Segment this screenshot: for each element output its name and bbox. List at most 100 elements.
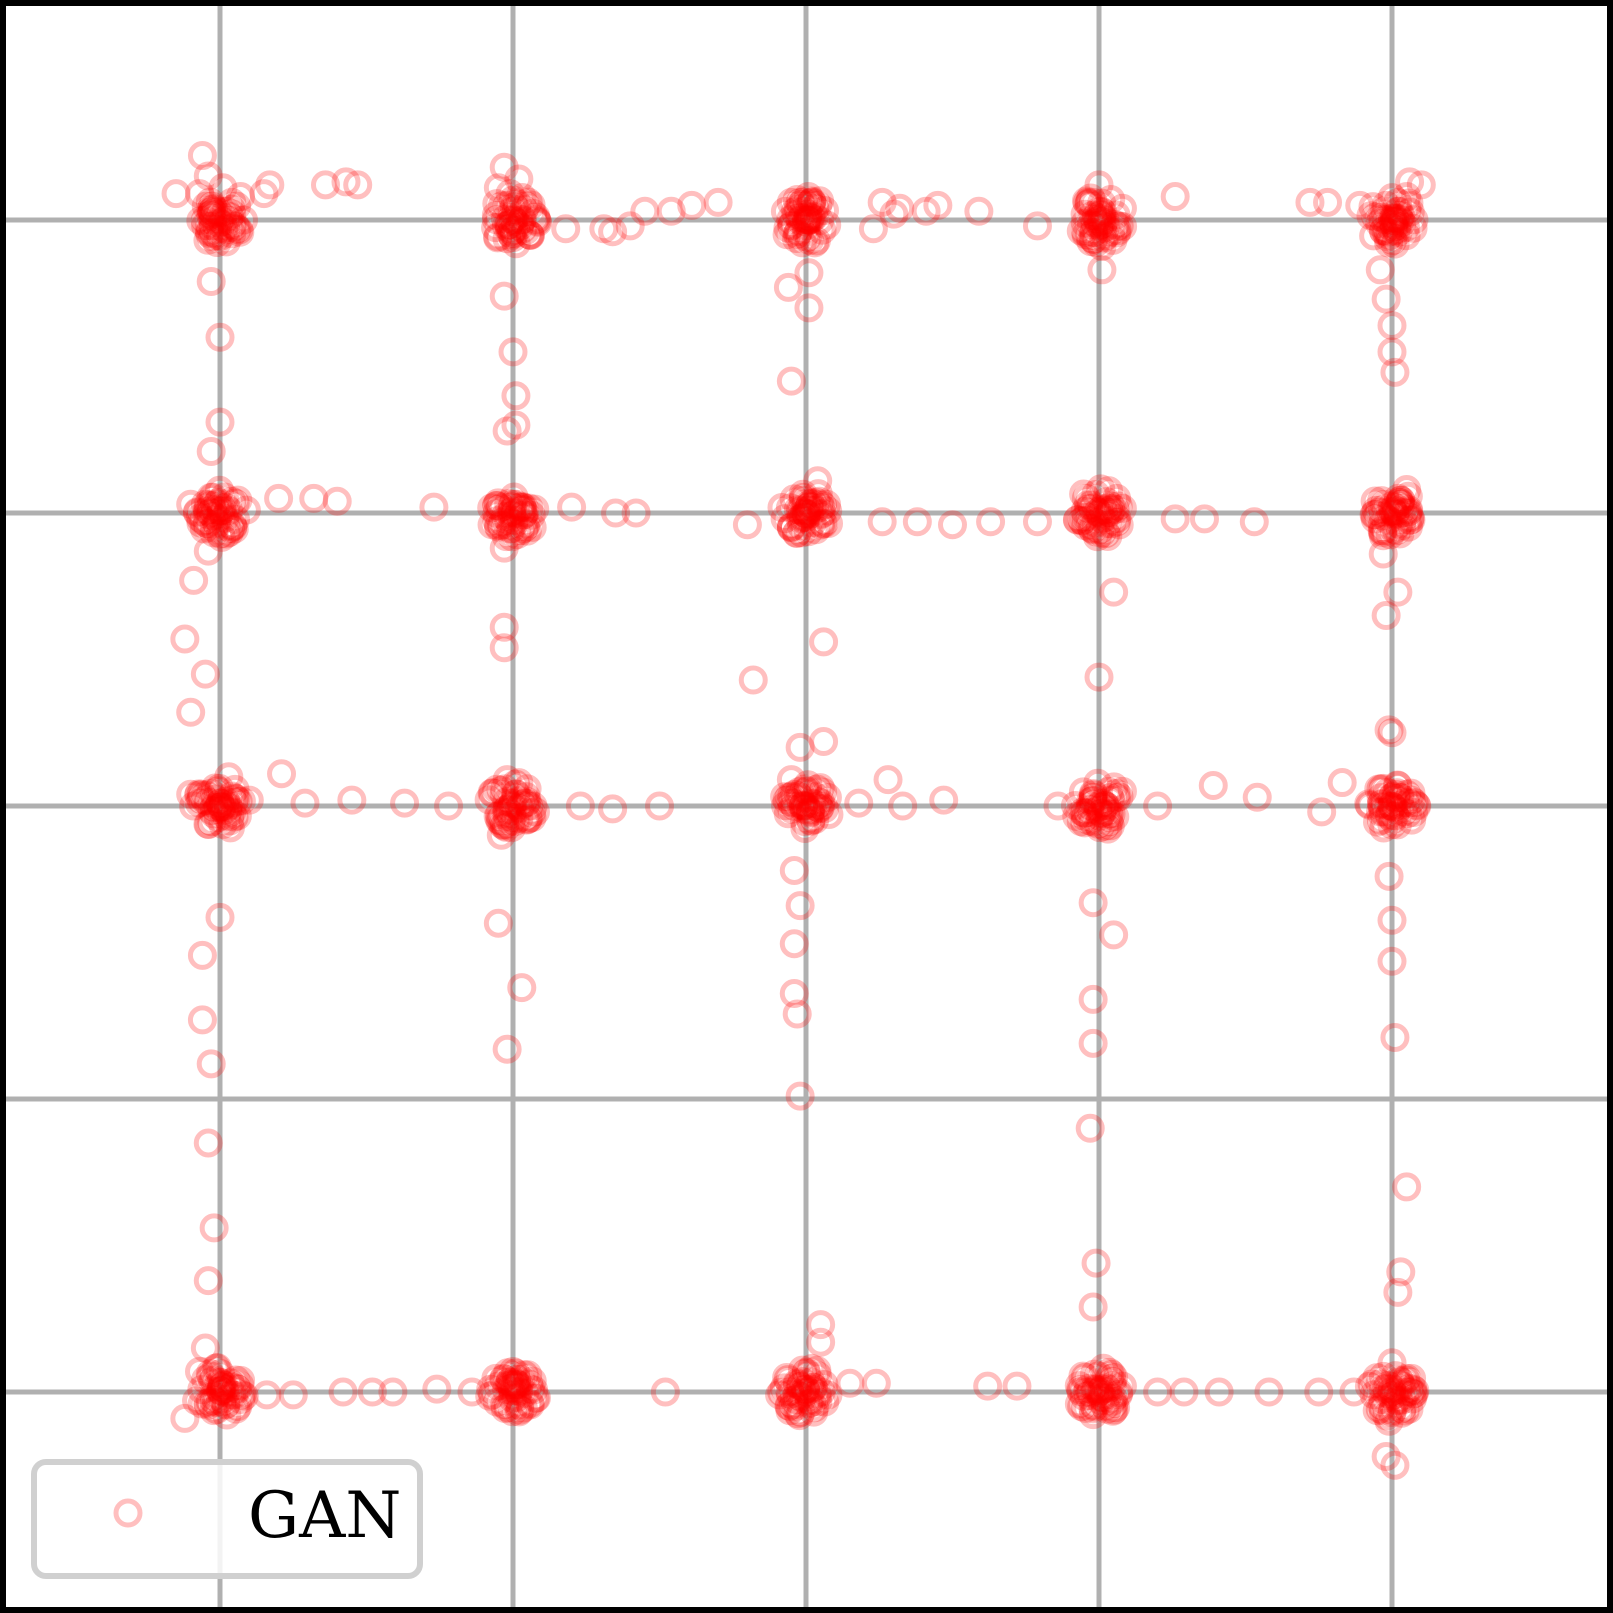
cluster-point [774,1391,804,1421]
cluster-point [222,214,252,244]
cluster-point [521,205,551,235]
cluster-point [1069,1381,1099,1411]
data-point [1377,718,1407,748]
cluster-point [797,204,827,234]
cluster-point [785,205,815,235]
cluster-point [482,189,512,219]
cluster-point [783,218,813,248]
data-point [1371,217,1401,247]
cluster-point [475,1381,505,1411]
cluster-point [490,1393,520,1423]
cluster-point [512,786,542,816]
cluster-point [1360,486,1390,516]
cluster-point [1360,500,1390,530]
data-point [184,179,214,209]
data-point [255,170,285,200]
data-point [1087,202,1117,232]
cluster-point [205,1376,235,1406]
cluster-point [780,1392,810,1422]
cluster-point [789,196,819,226]
cluster-point [779,1385,809,1415]
cluster-point [1070,1362,1100,1392]
cluster-point [1076,786,1106,816]
cluster-point [1373,217,1403,247]
cluster-point [1355,790,1385,820]
cluster-point [207,1372,237,1402]
cluster-point [488,507,518,537]
cluster-point [800,782,830,812]
data-point [507,973,537,1003]
cluster-point [191,191,221,221]
data-point [785,891,815,921]
cluster-point [795,796,825,826]
cluster-point [517,1366,547,1396]
data-point [873,765,903,795]
data-point [1377,1374,1407,1404]
cluster-point [1078,224,1108,254]
cluster-point [1099,1395,1129,1425]
cluster-point [211,1390,241,1420]
data-point [434,791,464,821]
cluster-point [1384,499,1414,529]
cluster-point [481,491,511,521]
cluster-point [1088,1382,1118,1412]
data-point [1380,1450,1410,1480]
cluster-point [511,216,541,246]
data-point [498,1356,528,1386]
cluster-point [184,779,214,809]
data-point [844,788,874,818]
cluster-point [1372,1379,1402,1409]
cluster-point [789,791,819,821]
data-point [199,1386,229,1416]
data-point [964,196,994,226]
cluster-point [1366,774,1396,804]
cluster-point [204,208,234,238]
cluster-point [497,514,527,544]
cluster-point [769,1373,799,1403]
cluster-point [1078,785,1108,815]
data-point [806,791,836,821]
cluster-point [1076,791,1106,821]
cluster-point [492,224,522,254]
cluster-point [1385,790,1415,820]
cluster-point [497,217,527,247]
cluster-point [497,501,527,531]
data-point [1107,193,1137,223]
cluster-point [500,1369,530,1399]
data-point [267,759,297,789]
cluster-point [1377,791,1407,821]
data-point [1392,1172,1422,1202]
cluster-point [1087,207,1117,237]
cluster-point [508,214,538,244]
data-point [1254,1377,1284,1407]
cluster-point [1079,1390,1109,1420]
cluster-point [1391,221,1421,251]
cluster-point [1401,790,1431,820]
data-point [1377,337,1407,367]
cluster-point [1367,510,1397,540]
data-point [193,536,223,566]
cluster-point [1085,801,1115,831]
cluster-point [1099,772,1129,802]
data-point [161,179,191,209]
cluster-point [1090,811,1120,841]
data-point [598,217,628,247]
data-point [1081,1374,1111,1404]
cluster-point [1074,188,1104,218]
cluster-point [1095,498,1125,528]
cluster-point [497,802,527,832]
cluster-point [1096,799,1126,829]
data-point [498,223,528,253]
cluster-point [210,1378,240,1408]
cluster-point [1377,1381,1407,1411]
cluster-point [1374,791,1404,821]
cluster-point [196,199,226,229]
cluster-point [1101,778,1131,808]
cluster-point [494,506,524,536]
cluster-point [810,794,840,824]
data-point [1380,492,1410,522]
cluster-point [1379,210,1409,240]
data-point [885,193,915,223]
data-point [1377,782,1407,812]
cluster-point [791,791,821,821]
